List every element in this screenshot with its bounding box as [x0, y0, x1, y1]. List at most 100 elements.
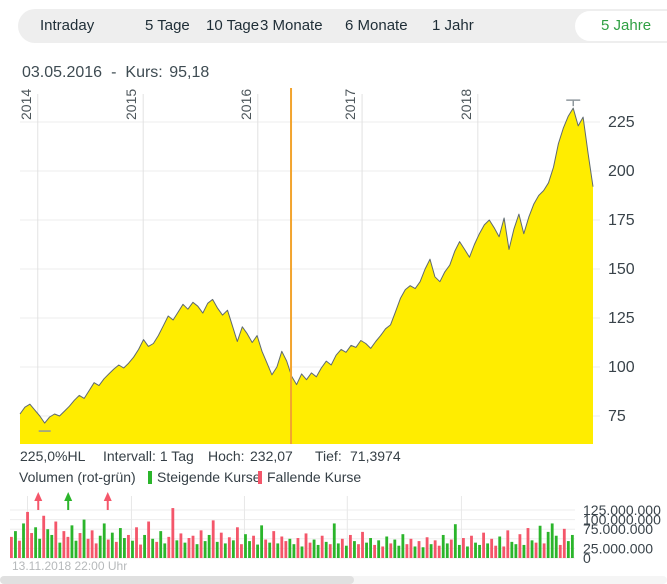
year-axis-tick: 2017 — [342, 89, 358, 120]
volume-bar — [151, 538, 155, 558]
volume-bar — [478, 544, 481, 558]
falling-swatch-icon — [258, 471, 262, 484]
range-percent-stat: 225,0%HL — [20, 448, 86, 464]
volume-bar — [486, 543, 490, 558]
price-axis-tick: 175 — [608, 212, 635, 229]
volume-bar — [175, 540, 179, 558]
volume-bar — [365, 542, 368, 558]
volume-bar — [58, 542, 62, 558]
high-value: 232,07 — [250, 448, 293, 464]
volume-bar — [30, 533, 33, 558]
volume-bar — [377, 540, 381, 558]
tab-6-monate[interactable]: 6 Monate — [345, 17, 408, 34]
rising-legend-label: Steigende Kurse — [157, 469, 261, 485]
volume-bar — [466, 546, 469, 558]
volume-bar — [256, 544, 259, 558]
volume-bar — [227, 537, 231, 558]
volume-bar — [393, 539, 397, 558]
volume-bar — [470, 535, 473, 558]
volume-bar — [433, 540, 437, 558]
volume-bar — [449, 539, 453, 558]
volume-bar — [340, 538, 344, 558]
volume-bar — [514, 544, 518, 558]
volume-bar — [510, 541, 514, 558]
price-axis-tick: 125 — [608, 310, 635, 327]
volume-bar — [292, 544, 296, 558]
volume-bar — [562, 528, 566, 558]
volume-bar — [179, 533, 183, 558]
volume-bar — [373, 544, 377, 558]
volume-bar — [264, 539, 268, 558]
volume-bar — [353, 541, 356, 558]
volume-bar — [522, 544, 526, 558]
volume-bar — [38, 538, 42, 558]
price-line — [19, 107, 594, 424]
volume-bar — [78, 533, 82, 558]
price-chart[interactable]: 225 200 175 150 125 100 75 2014 2015 2016 2017 2018 — [0, 86, 667, 446]
volume-axis-tick: 100.000.000 — [583, 512, 661, 528]
volume-bar — [284, 541, 288, 558]
price-axis-tick: 200 — [608, 163, 635, 180]
volume-bar — [22, 523, 25, 558]
volume-bar — [155, 541, 159, 558]
volume-bar — [389, 543, 393, 558]
volume-bar — [506, 530, 510, 558]
volume-bar — [110, 532, 114, 558]
volume-bar — [90, 530, 94, 558]
volume-bar — [409, 538, 413, 558]
volume-bar — [10, 536, 13, 558]
volume-bar — [482, 532, 485, 558]
volume-bar — [369, 538, 372, 558]
volume-bar — [328, 544, 332, 558]
price-axis-tick: 150 — [608, 261, 635, 278]
volume-bar — [244, 534, 247, 558]
volume-bar — [437, 545, 441, 558]
volume-bar — [127, 534, 130, 558]
tab-5-jahre-selected[interactable]: 5 Jahre — [575, 11, 667, 41]
volume-bar — [498, 536, 502, 558]
tab-1-jahr[interactable]: 1 Jahr — [432, 17, 474, 34]
volume-bar — [62, 531, 66, 558]
volume-bar — [320, 535, 324, 558]
volume-bar — [131, 540, 134, 558]
volume-bar — [203, 541, 207, 558]
tab-3-monate[interactable]: 3 Monate — [260, 17, 323, 34]
volume-bar — [336, 543, 340, 558]
volume-bar — [518, 534, 522, 558]
tab-intraday[interactable]: Intraday — [40, 17, 95, 34]
volume-bar — [74, 540, 78, 558]
price-axis-tick: 75 — [608, 408, 626, 425]
year-axis-tick: 2016 — [238, 89, 254, 120]
volume-bar — [14, 531, 17, 558]
volume-bar — [526, 528, 530, 558]
volume-bar — [231, 540, 235, 558]
volume-bar — [494, 545, 498, 558]
price-axis-tick: 100 — [608, 359, 635, 376]
volume-bar — [490, 538, 494, 558]
price-axis-tick: 225 — [608, 114, 635, 131]
volume-bar — [215, 541, 219, 558]
volume-bar — [296, 538, 300, 558]
horizontal-scrollbar-thumb[interactable] — [0, 576, 354, 584]
title-dash: - — [111, 64, 117, 81]
volume-bar — [570, 534, 574, 558]
high-label: Hoch: — [208, 448, 245, 464]
volume-bar — [357, 544, 360, 558]
volume-bar — [474, 542, 477, 558]
year-axis-tick: 2014 — [18, 89, 34, 120]
tab-5-tage[interactable]: 5 Tage — [145, 17, 190, 34]
volume-bar — [195, 544, 199, 558]
volume-bar — [248, 541, 251, 558]
volume-bar — [135, 527, 138, 558]
volume-bar — [397, 545, 401, 558]
volume-bar — [276, 543, 280, 558]
volume-bar — [441, 534, 445, 558]
volume-bar — [312, 539, 316, 558]
low-value: 71,3974 — [350, 448, 401, 464]
volume-bar — [538, 525, 542, 558]
volume-bar — [46, 529, 50, 558]
volume-bar — [94, 543, 98, 558]
tab-10-tage[interactable]: 10 Tage — [206, 17, 260, 34]
